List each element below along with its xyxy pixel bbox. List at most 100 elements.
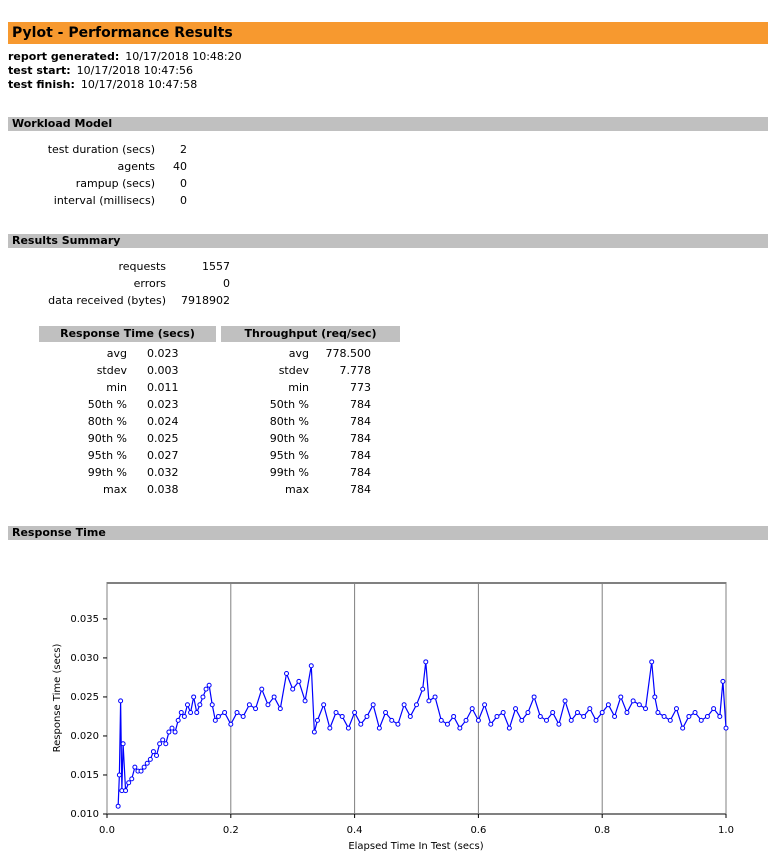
data-point xyxy=(132,764,138,770)
y-tick-label: 0.010 xyxy=(70,809,99,820)
data-point xyxy=(370,702,376,708)
data-point xyxy=(556,721,562,727)
data-point xyxy=(271,694,277,700)
data-point xyxy=(383,710,389,716)
data-point xyxy=(537,713,543,719)
y-tick-label: 0.035 xyxy=(70,614,99,625)
data-point xyxy=(562,698,568,704)
x-tick-label: 0.6 xyxy=(470,825,486,836)
data-point xyxy=(680,725,686,731)
data-point xyxy=(636,702,642,708)
data-point xyxy=(667,717,673,723)
row-label: agents xyxy=(117,160,155,173)
row-value: 784 xyxy=(350,449,371,462)
data-point xyxy=(277,706,283,712)
x-tick-label: 0.8 xyxy=(594,825,610,836)
row-label: errors xyxy=(133,277,166,290)
data-point xyxy=(389,717,395,723)
data-point xyxy=(311,729,317,735)
data-point xyxy=(129,776,135,782)
x-tick-label: 0.4 xyxy=(347,825,363,836)
data-point xyxy=(376,725,382,731)
row-label: 99th % xyxy=(269,466,309,479)
section-title: Results Summary xyxy=(8,234,768,248)
y-axis-label: Response Time (secs) xyxy=(52,644,63,753)
data-point xyxy=(144,760,150,766)
data-point xyxy=(191,694,197,700)
data-point xyxy=(463,717,469,723)
row-value: 0.011 xyxy=(147,381,179,394)
row-label: 95th % xyxy=(269,449,309,462)
meta-value: 10/17/2018 10:47:58 xyxy=(80,78,198,91)
data-point xyxy=(184,702,190,708)
data-point xyxy=(581,713,587,719)
row-label: interval (millisecs) xyxy=(53,194,155,207)
data-point xyxy=(550,710,556,716)
data-point xyxy=(209,702,215,708)
data-point xyxy=(543,717,549,723)
data-point xyxy=(290,686,296,692)
row-label: 95th % xyxy=(87,449,127,462)
row-label: 80th % xyxy=(269,415,309,428)
data-point xyxy=(649,659,655,665)
table-header: Throughput (req/sec) xyxy=(221,326,400,342)
data-point xyxy=(574,710,580,716)
data-point xyxy=(407,713,413,719)
y-tick-label: 0.030 xyxy=(70,653,99,664)
row-label: 50th % xyxy=(87,398,127,411)
x-tick-label: 0.0 xyxy=(99,825,115,836)
data-point xyxy=(451,713,457,719)
data-point xyxy=(661,713,667,719)
row-label: 90th % xyxy=(269,432,309,445)
y-tick-label: 0.015 xyxy=(70,770,99,781)
row-label: rampup (secs) xyxy=(75,177,155,190)
data-point xyxy=(438,717,444,723)
data-point xyxy=(692,710,698,716)
row-label: requests xyxy=(118,260,166,273)
row-label: 50th % xyxy=(269,398,309,411)
row-label: stdev xyxy=(96,364,127,377)
row-value: 2 xyxy=(180,143,187,156)
row-value: 0.003 xyxy=(147,364,179,377)
data-point xyxy=(157,741,163,747)
data-point xyxy=(720,678,726,684)
row-value: 784 xyxy=(350,483,371,496)
data-point xyxy=(222,710,228,716)
data-point xyxy=(240,713,246,719)
data-point xyxy=(711,706,717,712)
plot-area xyxy=(106,582,727,815)
data-point xyxy=(296,678,302,684)
data-point xyxy=(513,706,519,712)
meta-value: 10/17/2018 10:48:20 xyxy=(125,50,242,63)
data-point xyxy=(212,717,218,723)
data-point xyxy=(265,702,271,708)
data-point xyxy=(531,694,537,700)
report-title: Pylot - Performance Results xyxy=(8,22,768,44)
row-value: 7.778 xyxy=(339,364,372,377)
data-point xyxy=(194,710,200,716)
data-point xyxy=(358,721,364,727)
data-point xyxy=(704,713,710,719)
data-point xyxy=(395,721,401,727)
y-tick-label: 0.025 xyxy=(70,692,99,703)
table-header: Response Time (secs) xyxy=(39,326,216,342)
row-value: 7918902 xyxy=(181,294,230,307)
data-point xyxy=(141,764,147,770)
data-point xyxy=(154,752,160,758)
row-value: 1557 xyxy=(202,260,230,273)
data-point xyxy=(723,725,729,731)
row-value: 0.032 xyxy=(147,466,179,479)
row-value: 778.500 xyxy=(325,347,372,360)
data-point xyxy=(605,702,611,708)
row-value: 784 xyxy=(350,466,371,479)
data-point xyxy=(673,706,679,712)
data-point xyxy=(160,737,166,743)
data-point xyxy=(206,682,212,688)
data-point xyxy=(197,702,203,708)
row-label: avg xyxy=(106,347,127,360)
data-point xyxy=(147,756,153,762)
data-point xyxy=(181,713,187,719)
data-point xyxy=(500,710,506,716)
data-point xyxy=(333,710,339,716)
